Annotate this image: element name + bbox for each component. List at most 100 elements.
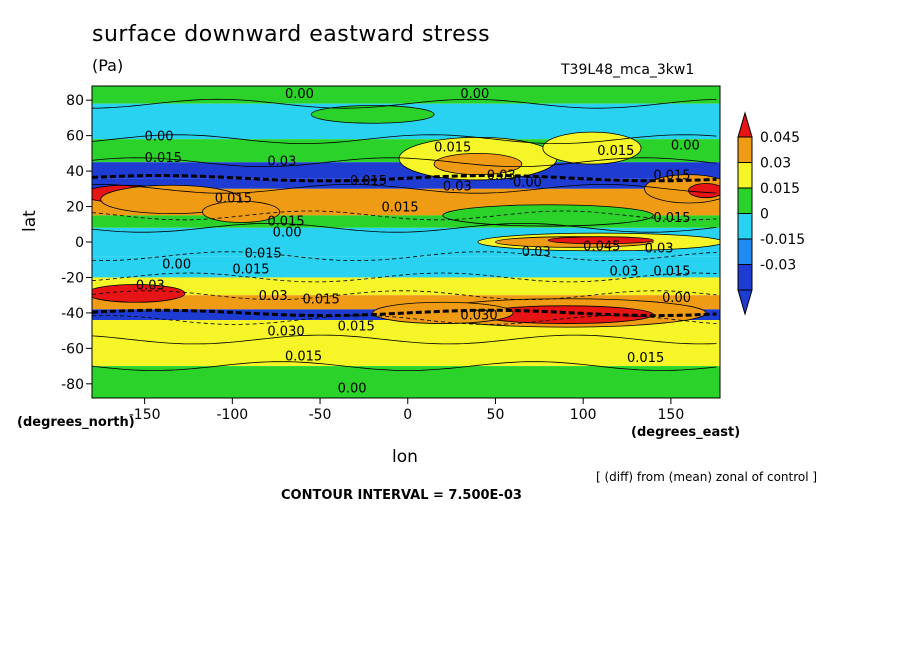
field-feature [433, 152, 523, 176]
run-label: T39L48_mca_3kw1 [561, 62, 695, 78]
y-tick-label: -20 [61, 270, 84, 286]
colorbar-label: 0 [760, 207, 769, 223]
contour-line [92, 184, 717, 194]
diff-note: [ (diff) from (mean) zonal of control ] [596, 470, 818, 484]
x-tick-label: 50 [487, 407, 505, 423]
chart-units: (Pa) [92, 56, 124, 75]
colorbar-segment [737, 238, 753, 265]
contour-label: 0.015 [285, 349, 322, 364]
contour-label: 0.00 [273, 225, 302, 240]
contour-label: 0.030 [460, 309, 497, 324]
contour-line [92, 251, 717, 261]
colorbar-label: -0.03 [760, 258, 796, 274]
colorbar-label: 0.03 [760, 156, 791, 172]
field-feature [92, 284, 186, 303]
jet-contour [92, 308, 717, 318]
jet-contour [92, 174, 717, 183]
colorbar-segment [737, 187, 753, 214]
y-tick-label: 80 [66, 93, 84, 109]
x-tick-label: 150 [658, 407, 685, 423]
contour-label: 0.015 [627, 351, 664, 366]
contour-label: 0.03 [522, 245, 551, 260]
field-feature [442, 204, 654, 227]
colorbar-label: -0.015 [760, 232, 805, 248]
contour-label: 0.03 [443, 179, 472, 194]
x-tick-label: 100 [570, 407, 597, 423]
y-tick-label: -60 [61, 341, 84, 357]
contour-line [92, 334, 717, 345]
contour-label: 0.015 [245, 247, 282, 262]
x-tick-label: 0 [403, 407, 412, 423]
contour-label: 0.00 [145, 130, 174, 145]
contour-label: 0.00 [671, 139, 700, 154]
contour-line [92, 272, 717, 283]
y-axis-units: (degrees_north) [17, 415, 135, 430]
contour-label: 0.015 [303, 293, 340, 308]
colorbar-segment [737, 162, 753, 189]
contour-label: 0.03 [487, 169, 516, 184]
field-feature [547, 236, 654, 245]
x-axis-units: (degrees_east) [631, 425, 741, 440]
field-band [92, 366, 720, 398]
field-band [92, 178, 720, 189]
contour-interval: CONTOUR INTERVAL = 7.500E-03 [281, 488, 522, 503]
contour-label: 0.015 [215, 192, 252, 207]
contour-label: 0.015 [381, 201, 418, 216]
y-tick-label: 60 [66, 129, 84, 145]
y-tick-label: 0 [75, 235, 84, 251]
contour-label: 0.00 [662, 291, 691, 306]
contour-label: 0.00 [162, 257, 191, 272]
contour-label: 0.00 [338, 381, 367, 396]
contour-label: 0.015 [267, 215, 304, 230]
contour-label: 0.015 [232, 263, 269, 278]
contour-line [92, 98, 717, 109]
contour-line [92, 157, 717, 167]
contour-label: 0.03 [136, 279, 165, 294]
contour-label: 0.03 [267, 154, 296, 169]
contour-label: 0.015 [350, 174, 387, 189]
colorbar-segment [737, 264, 753, 291]
contour-label: 0.045 [583, 240, 620, 255]
contour-label: 0.03 [645, 241, 674, 256]
colorbar-bottom-arrow [737, 289, 753, 316]
contour-label: 0.00 [285, 87, 314, 102]
colorbar-segment [737, 136, 753, 163]
y-tick-label: -40 [61, 306, 84, 322]
x-tick-label: -150 [129, 407, 161, 423]
contour-label: 0.015 [653, 211, 690, 226]
chart-title: surface downward eastward stress [92, 22, 491, 47]
field-feature [202, 200, 281, 223]
contour-label: 0.015 [653, 264, 690, 279]
plot-area: 0.00 0.000.000.0150.0150.030.0150.0150.01… [92, 86, 720, 398]
y-tick-label: -80 [61, 377, 84, 393]
field-band [92, 86, 720, 104]
colorbar-label: 0.015 [760, 181, 800, 197]
contour-label: 0.03 [609, 264, 638, 279]
field-band [92, 256, 720, 278]
contour-line [92, 361, 717, 371]
y-tick-label: 40 [66, 164, 84, 180]
contour-label: 0.03 [259, 289, 288, 304]
contour-label: 0.00 [460, 87, 489, 102]
contour-label: 0.030 [267, 325, 304, 340]
y-tick-label: 20 [66, 200, 84, 216]
contour-label: 0.015 [434, 140, 471, 155]
contour-label: 0.015 [653, 169, 690, 184]
field-feature [100, 184, 242, 215]
contour-line [92, 134, 717, 144]
contour-label: 0.015 [338, 319, 375, 334]
field-feature [310, 105, 435, 124]
field-feature [688, 183, 720, 199]
contour-label: 0.00 [513, 176, 542, 191]
x-tick-label: -50 [309, 407, 332, 423]
x-tick-label: -100 [216, 407, 248, 423]
contour-label: 0.015 [597, 144, 634, 159]
colorbar-top-arrow [737, 111, 753, 138]
contour-line [92, 223, 717, 233]
colorbar-segment [737, 213, 753, 240]
contour-line [92, 315, 717, 325]
contour-label: 0.015 [145, 151, 182, 166]
x-axis-label: lon [392, 447, 418, 467]
colorbar-label: 0.045 [760, 130, 800, 146]
